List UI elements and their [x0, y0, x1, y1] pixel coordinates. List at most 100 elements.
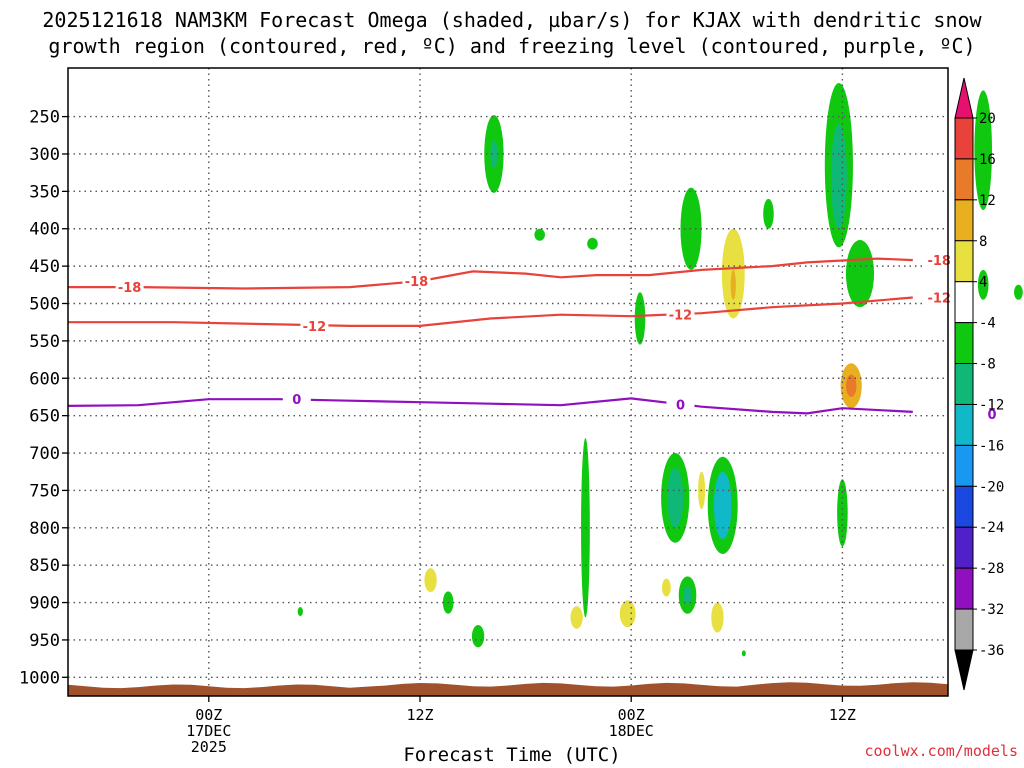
omega-blob — [845, 239, 875, 308]
y-tick-label: 600 — [29, 369, 60, 389]
contour-label-bg — [115, 279, 144, 295]
x-tick-label: 00Z — [618, 706, 645, 724]
chart-title-line1: 2025121618 NAM3KM Forecast Omega (shaded… — [42, 8, 982, 32]
colorbar-swatch — [954, 281, 974, 324]
omega-blob — [830, 124, 847, 229]
colorbar-label: 16 — [979, 152, 996, 168]
colorbar-label: 12 — [979, 193, 996, 209]
x-tick-label: 12Z — [406, 706, 433, 724]
omega-blob — [730, 269, 736, 300]
colorbar-label: -20 — [979, 479, 1004, 495]
contour-label: -18 — [118, 281, 142, 296]
contour-label: 0 — [676, 398, 685, 413]
y-tick-label: 900 — [29, 594, 60, 614]
colorbar-swatch — [954, 199, 974, 242]
colorbar-label: -28 — [979, 561, 1004, 577]
y-tick-label: 750 — [29, 481, 60, 501]
colorbar-swatch — [954, 608, 974, 651]
surface-terrain — [68, 682, 948, 696]
credit-text: coolwx.com/models — [864, 742, 1018, 760]
colorbar-label: 4 — [979, 275, 987, 291]
colorbar-swatch — [954, 526, 974, 569]
y-tick-label: 550 — [29, 332, 60, 352]
omega-blob — [634, 292, 646, 345]
colorbar-swatch — [954, 322, 974, 365]
omega-blob — [680, 187, 702, 270]
x-axis-label: Forecast Time (UTC) — [403, 744, 621, 766]
contour-lines: -18 -18-18-12-12-120 00 — [67, 252, 1006, 423]
colorbar-label: 8 — [979, 234, 987, 250]
colorbar-label: -8 — [979, 357, 996, 373]
omega-blob — [977, 269, 989, 300]
x-tick-label: 18DEC — [609, 722, 654, 740]
contour-label: -18 — [927, 254, 951, 269]
colorbar: 20 16 12 8 4 -4 -8 -12 -16 -20 -24 -28 -32 -36 — [954, 77, 1004, 691]
omega-blob — [845, 374, 857, 397]
contour-label: -12 — [669, 309, 693, 324]
colorbar-swatch — [954, 485, 974, 528]
contour-label: 0 — [292, 393, 301, 408]
omega-blob — [587, 237, 598, 250]
omega-blob — [471, 624, 485, 648]
omega-blob — [1014, 284, 1023, 300]
axis-ticks: 250 300 350 400 450 500 550 600 650 700 750 800 850 9… — [19, 108, 856, 756]
contour-line — [67, 397, 913, 415]
y-tick-label: 300 — [29, 145, 60, 165]
y-tick-label: 250 — [29, 108, 60, 128]
colorbar-swatch — [954, 363, 974, 405]
grid-lines — [68, 68, 948, 696]
contour-label: -18 — [405, 275, 429, 290]
colorbar-top-arrow — [954, 77, 974, 119]
x-tick-label: 17DEC — [186, 722, 231, 740]
omega-blob — [974, 90, 992, 211]
omega-blob — [741, 650, 746, 657]
contour-label-bg — [282, 391, 311, 407]
colorbar-label: -32 — [979, 602, 1004, 618]
contour-label-bg — [402, 273, 431, 289]
omega-blob — [424, 568, 437, 593]
y-tick-label: 700 — [29, 444, 60, 464]
omega-blob — [490, 140, 498, 168]
omega-shading — [297, 82, 1023, 657]
y-tick-label: 650 — [29, 407, 60, 427]
contour-label: -12 — [303, 320, 327, 335]
contour-label-bg — [978, 406, 1006, 422]
omega-blob — [667, 467, 684, 528]
colorbar-swatch — [954, 403, 974, 446]
colorbar-label: -16 — [979, 438, 1004, 454]
colorbar-label: 20 — [979, 111, 996, 127]
omega-blob — [534, 228, 545, 241]
contour-label-bg — [300, 317, 329, 333]
plot-frame — [67, 67, 949, 697]
y-tick-label: 450 — [29, 257, 60, 277]
colorbar-label: -4 — [979, 316, 996, 332]
omega-blob — [837, 479, 848, 547]
omega-blob — [570, 606, 583, 629]
omega-blob — [662, 578, 671, 597]
colorbar-bottom-arrow — [954, 649, 974, 691]
colorbar-label: -24 — [979, 520, 1004, 536]
colorbar-swatch — [954, 158, 974, 201]
y-tick-label: 400 — [29, 220, 60, 240]
colorbar-swatch — [954, 117, 974, 160]
y-tick-label: 500 — [29, 295, 60, 315]
omega-blob — [713, 471, 732, 539]
contour-label: 0 — [987, 408, 996, 423]
contour-line — [68, 296, 913, 327]
terrain-band — [68, 682, 948, 696]
omega-blob — [619, 600, 636, 628]
contour-label: -12 — [927, 292, 951, 307]
y-tick-label: 1000 — [19, 668, 60, 688]
contour-line — [68, 257, 913, 290]
colorbar-label: -36 — [979, 643, 1004, 659]
omega-blob — [763, 198, 774, 229]
omega-blob — [683, 586, 692, 605]
omega-blob — [297, 607, 303, 617]
colorbar-swatch — [954, 444, 974, 487]
colorbar-label: -12 — [979, 397, 1004, 413]
colorbar-swatch — [954, 240, 974, 283]
y-tick-label: 950 — [29, 631, 60, 651]
contour-label-bg — [925, 252, 954, 268]
chart-title-line2: growth region (contoured, red, ºC) and f… — [48, 34, 976, 58]
